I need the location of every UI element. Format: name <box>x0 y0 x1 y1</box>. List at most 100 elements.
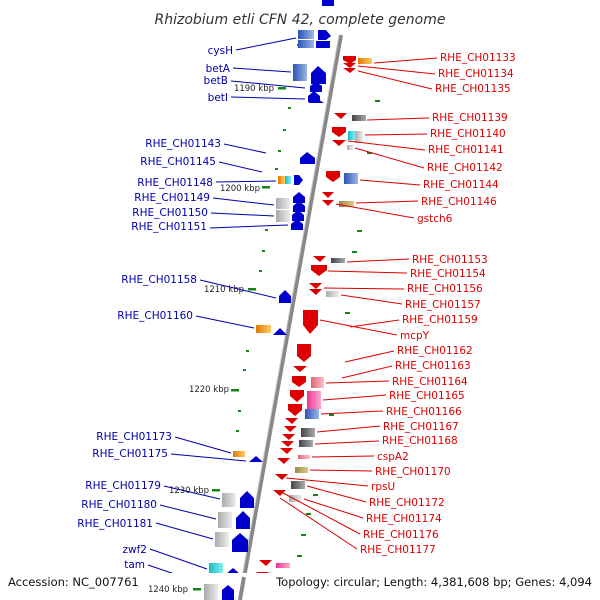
minor-tick <box>352 251 357 253</box>
gene-arrow <box>318 30 331 40</box>
accession-text: Accession: NC_007761 <box>8 575 139 589</box>
gene-label: RHE_CH01146 <box>421 196 497 208</box>
label-connector <box>311 455 375 458</box>
label-connector <box>170 453 247 462</box>
label-connector <box>357 65 436 75</box>
minor-tick <box>329 414 334 416</box>
gene-arrow <box>332 127 346 137</box>
gene-box <box>352 115 366 121</box>
gene-label: RHE_CH01153 <box>412 254 488 266</box>
label-connector <box>322 394 387 401</box>
label-connector <box>341 365 393 379</box>
gene-label: RHE_CH01167 <box>383 421 459 433</box>
gene-arrow <box>249 456 263 462</box>
label-connector <box>373 57 438 64</box>
gene-arrow <box>310 82 322 92</box>
label-connector <box>314 440 380 445</box>
kbp-tick-mark <box>193 588 201 591</box>
gene-box <box>218 512 232 528</box>
label-connector <box>320 410 384 415</box>
minor-tick <box>288 107 291 109</box>
gene-box <box>291 481 305 489</box>
gene-arrow <box>316 41 330 48</box>
label-connector <box>327 270 408 274</box>
gene-label: RHE_CH01163 <box>395 360 471 372</box>
minor-tick <box>297 555 302 557</box>
label-connector <box>357 70 433 90</box>
gene-box <box>293 64 307 81</box>
gene-box <box>276 563 290 568</box>
gene-label: RHE_CH01170 <box>375 466 451 478</box>
gene-box <box>276 198 290 209</box>
label-connector <box>364 133 428 136</box>
kbp-tick-label: 1190 kbp <box>234 84 274 94</box>
label-connector <box>279 497 358 550</box>
label-connector <box>282 492 361 535</box>
gene-label: RHE_CH01144 <box>423 179 499 191</box>
gene-label: rpsU <box>371 481 395 493</box>
label-connector <box>163 485 221 500</box>
gene-label: RHE_CH01159 <box>402 314 478 326</box>
genome-summary-text: Topology: circular; Length: 4,381,608 bp… <box>275 575 592 589</box>
gene-box <box>301 428 315 437</box>
minor-tick <box>375 100 380 102</box>
gene-box <box>299 440 313 447</box>
label-connector <box>335 203 415 219</box>
gene-label: zwf2 <box>123 544 147 556</box>
label-connector <box>209 224 289 229</box>
kbp-tick-mark <box>248 288 256 291</box>
gene-box <box>278 176 285 184</box>
gene-box <box>305 409 319 419</box>
minor-tick <box>306 513 311 515</box>
gene-arrow <box>322 192 334 198</box>
gene-box <box>358 58 372 64</box>
gene-arrow <box>280 448 293 454</box>
gene-label: RHE_CH01143 <box>145 138 221 150</box>
genome-backbone <box>238 576 246 600</box>
gene-label: RHE_CH01141 <box>428 144 504 156</box>
minor-tick <box>301 534 306 536</box>
gene-label: RHE_CH01164 <box>392 376 468 388</box>
gene-box <box>348 131 355 140</box>
gene-box <box>307 391 321 409</box>
label-connector <box>366 117 430 121</box>
minor-tick <box>283 129 286 131</box>
gene-arrow <box>277 458 290 464</box>
gene-label: RHE_CH01140 <box>430 128 506 140</box>
gene-arrow <box>273 490 286 496</box>
label-connector <box>316 425 381 433</box>
gene-label: RHE_CH01158 <box>121 274 197 286</box>
gene-arrow <box>282 434 295 440</box>
label-connector <box>232 67 292 73</box>
gene-label: RHE_CH01151 <box>131 221 207 233</box>
gene-label: RHE_CH01142 <box>427 162 503 174</box>
gene-label: RHE_CH01134 <box>438 68 514 80</box>
gene-box <box>355 131 363 143</box>
gene-arrow <box>343 68 356 73</box>
label-connector <box>355 200 419 204</box>
gene-arrow <box>343 63 356 68</box>
gene-box <box>256 325 271 333</box>
gene-box <box>298 455 310 459</box>
gene-arrow <box>290 390 304 402</box>
gene-arrow <box>311 66 326 84</box>
gene-label: RHE_CH01148 <box>137 177 213 189</box>
gene-box <box>233 451 245 457</box>
gene-arrow <box>326 171 340 182</box>
label-connector <box>195 315 255 329</box>
gene-label: RHE_CH01180 <box>81 499 157 511</box>
gene-label: RHE_CH01157 <box>405 299 481 311</box>
gene-label: RHE_CH01160 <box>117 310 193 322</box>
gene-box <box>326 291 339 297</box>
gene-label: RHE_CH01162 <box>397 345 473 357</box>
gene-arrow <box>343 56 356 64</box>
gene-arrow <box>275 474 288 480</box>
label-connector <box>230 80 306 89</box>
minor-tick <box>367 152 372 154</box>
minor-ticks <box>236 44 380 557</box>
gene-arrow <box>284 426 297 432</box>
gene-arrow <box>332 140 346 146</box>
gene-box <box>285 176 291 184</box>
kbp-tick-label: 1210 kbp <box>204 285 244 295</box>
